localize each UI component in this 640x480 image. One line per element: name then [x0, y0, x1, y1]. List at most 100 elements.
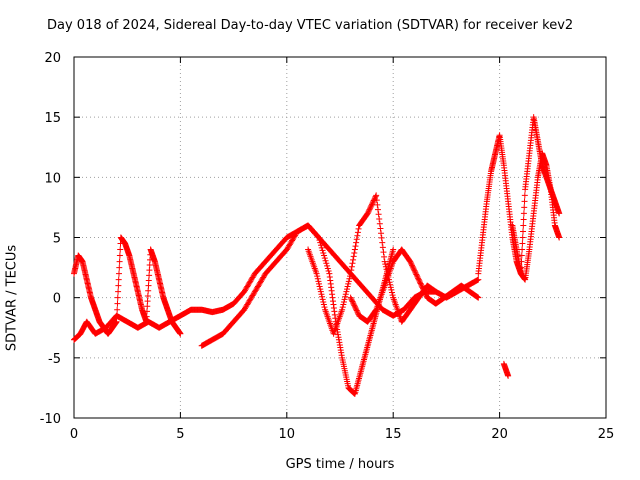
data-point — [366, 206, 373, 213]
data-point — [415, 275, 422, 282]
data-point — [351, 302, 358, 309]
x-axis-label: GPS time / hours — [285, 457, 395, 472]
data-point — [369, 200, 376, 207]
data-point — [317, 286, 324, 293]
data-point — [365, 209, 372, 216]
chart-title: Day 018 of 2024, Sidereal Day-to-day VTE… — [47, 18, 574, 33]
data-point — [146, 272, 153, 279]
data-point — [144, 303, 151, 310]
data-point — [314, 233, 321, 240]
data-point — [344, 283, 351, 290]
data-point — [352, 304, 359, 311]
data-point — [416, 279, 423, 286]
data-point — [145, 287, 152, 294]
data-point — [387, 281, 394, 288]
data-point — [113, 312, 120, 319]
data-point — [421, 288, 428, 295]
data-point — [375, 206, 381, 213]
data-point — [146, 267, 153, 274]
data-point — [313, 270, 320, 277]
data-point — [520, 222, 527, 229]
data-point — [377, 225, 384, 232]
data-point — [353, 306, 360, 313]
data-point — [420, 286, 427, 293]
data-point — [556, 234, 563, 241]
data-point — [145, 277, 152, 284]
data-point — [315, 234, 322, 241]
data-point — [113, 318, 120, 325]
x-tick-label: 20 — [491, 427, 508, 442]
data-point — [521, 204, 528, 211]
data-point — [143, 318, 150, 325]
x-tick-label: 10 — [279, 427, 296, 442]
data-point — [351, 246, 358, 253]
data-point — [414, 274, 421, 281]
data-point — [353, 236, 360, 243]
data-point — [339, 306, 346, 313]
data-point — [364, 210, 371, 217]
data-point — [381, 253, 388, 260]
data-point — [375, 211, 382, 218]
data-point — [376, 216, 383, 223]
data-point — [355, 225, 362, 232]
data-point — [520, 228, 527, 235]
data-point — [353, 239, 360, 246]
data-point — [413, 271, 420, 278]
data-point — [388, 286, 395, 293]
data-point — [349, 260, 356, 267]
data-point — [518, 252, 525, 259]
data-point — [318, 291, 325, 298]
data-point — [114, 306, 121, 313]
data-point — [343, 288, 350, 295]
data-point — [342, 293, 349, 300]
data-point — [321, 255, 328, 262]
data-point — [340, 301, 347, 308]
data-point — [323, 260, 330, 267]
data-point — [339, 304, 346, 311]
data-point — [315, 278, 322, 285]
data-point — [378, 234, 385, 241]
data-point — [374, 201, 381, 208]
data-point — [412, 268, 419, 275]
y-tick-label: 15 — [44, 111, 61, 126]
data-point — [116, 252, 123, 259]
x-tick-label: 25 — [598, 427, 615, 442]
data-point — [412, 270, 419, 277]
data-point — [320, 249, 327, 256]
data-point — [418, 283, 425, 290]
data-point — [370, 198, 377, 205]
data-point — [419, 285, 426, 292]
y-axis-label: SDTVAR / TECUs — [4, 244, 20, 352]
data-point — [354, 232, 361, 239]
data-point — [381, 258, 388, 265]
data-point — [317, 239, 324, 246]
data-point — [519, 240, 526, 247]
data-point — [365, 207, 372, 214]
y-tick-label: 5 — [53, 232, 61, 247]
data-point — [348, 295, 355, 302]
data-point — [350, 256, 357, 263]
data-point — [320, 298, 327, 305]
data-point — [351, 249, 358, 256]
data-point — [410, 265, 417, 272]
data-point — [324, 262, 331, 269]
data-point — [322, 257, 329, 264]
data-point — [146, 262, 153, 269]
data-point — [143, 313, 150, 320]
y-tick-label: 10 — [44, 171, 61, 186]
data-point — [316, 283, 323, 290]
data-point — [316, 237, 323, 244]
data-point — [376, 220, 383, 227]
data-point — [347, 273, 354, 280]
data-point — [519, 246, 526, 253]
data-point — [407, 259, 414, 266]
data-point — [345, 280, 352, 287]
data-point — [367, 205, 374, 212]
data-point — [411, 267, 418, 274]
data-point — [347, 294, 354, 301]
data-point — [422, 290, 429, 297]
data-point — [324, 265, 331, 272]
data-point — [372, 193, 379, 200]
data-point — [177, 330, 184, 337]
data-point — [520, 210, 527, 217]
